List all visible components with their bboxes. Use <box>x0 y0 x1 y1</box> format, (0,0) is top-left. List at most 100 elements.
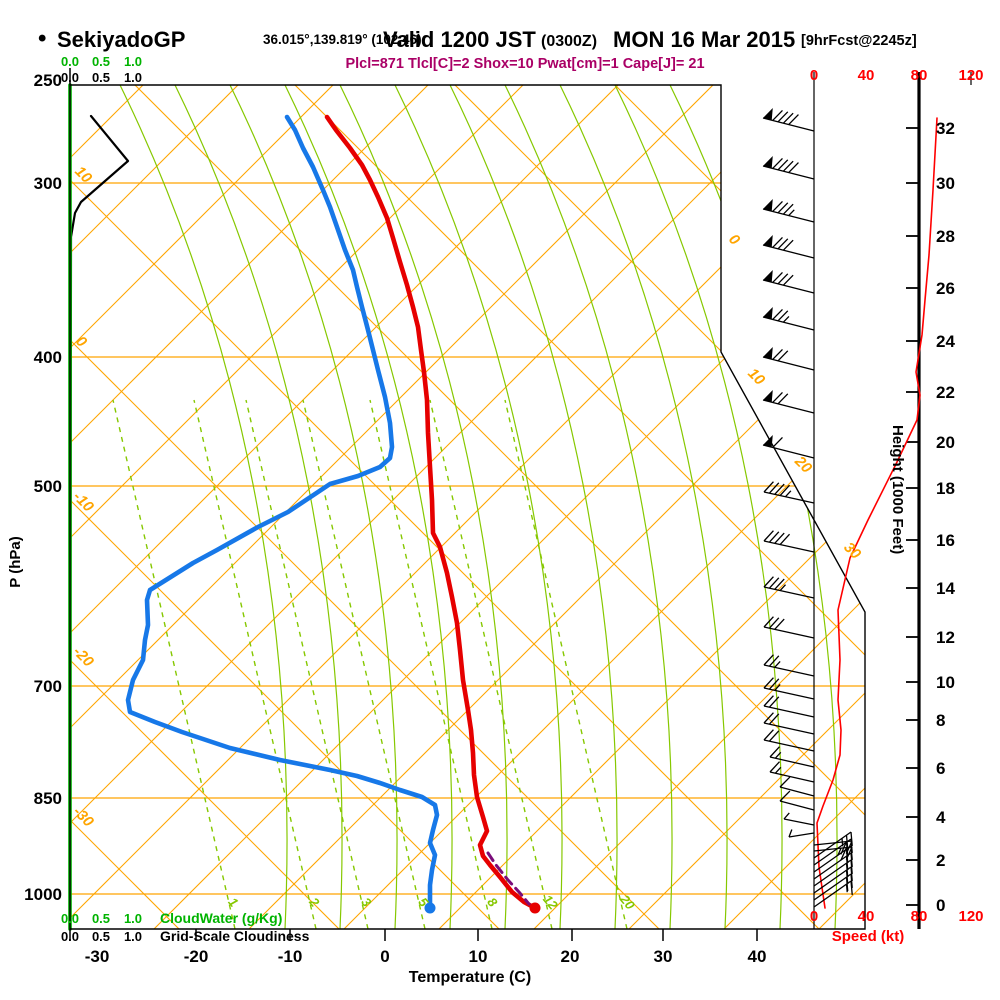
barb-full <box>782 239 794 251</box>
barb-pennant <box>763 389 773 403</box>
moist-adiabat-line <box>669 85 838 929</box>
barb-full <box>777 310 789 322</box>
barb-full <box>763 677 774 689</box>
barb-full <box>772 200 783 212</box>
mixing-ratio-value-label: 12 <box>540 892 561 913</box>
isotherm-line <box>343 85 865 929</box>
temperature-tick-label: 40 <box>748 947 767 966</box>
wind-speed-profile <box>816 117 938 909</box>
barb-staff <box>763 739 815 752</box>
cloudiness-scale-tick: 1.0 <box>124 70 142 85</box>
barb-full <box>772 348 783 360</box>
height-tick-label: 18 <box>936 479 955 498</box>
stability-parameters: Plcl=871 Tlcl[C]=2 Shox=10 Pwat[cm]=1 Ca… <box>345 56 704 72</box>
isotherm-line <box>818 85 865 929</box>
wind-barb <box>763 481 815 504</box>
barb-staff <box>762 117 815 132</box>
mixing-ratio-line <box>245 399 369 929</box>
wind-barb <box>763 729 815 752</box>
isotherm-value-label: 0 <box>72 333 90 351</box>
temperature-tick-label: -20 <box>184 947 209 966</box>
valid-time-utc: (0300Z) <box>541 33 597 50</box>
barb-full <box>763 695 774 707</box>
barb-staff <box>763 586 815 599</box>
temperature-curve <box>324 114 538 911</box>
barb-full <box>768 696 780 708</box>
dry-adiabat-line <box>429 85 865 929</box>
moist-adiabat-line <box>119 85 288 929</box>
wind-barbs <box>762 107 938 909</box>
barb-full <box>772 236 783 248</box>
barb-full <box>774 618 785 630</box>
barb-full <box>772 271 783 283</box>
station-name: SekiyadoGP <box>57 27 185 52</box>
barb-full <box>850 880 853 896</box>
height-tick-label: 8 <box>936 711 945 730</box>
barb-full <box>779 484 791 496</box>
temperature-tick-label: -10 <box>278 947 303 966</box>
wind-barb <box>763 712 815 735</box>
barb-full <box>763 530 774 542</box>
barb-staff <box>813 852 852 880</box>
barb-full <box>788 162 799 173</box>
barb-staff <box>763 705 815 718</box>
cloudiness-scale-tick: 0.5 <box>92 70 110 85</box>
cloudwater-scale-label: CloudWater (g/Kg) <box>160 910 282 926</box>
barb-staff <box>769 771 815 783</box>
barb-staff <box>762 165 815 180</box>
isotherm-line <box>70 85 834 929</box>
cloudiness-scale-tick: 0.0 <box>61 929 79 944</box>
wind-barb <box>762 107 815 132</box>
isotherm-line <box>533 85 865 929</box>
moist-adiabat-line <box>284 85 453 929</box>
isotherm-line <box>70 85 454 929</box>
barb-half <box>774 661 781 668</box>
wind-barb <box>763 616 815 639</box>
barb-staff <box>762 208 815 223</box>
isotherm-value-label: 20 <box>791 452 816 477</box>
barb-pennant <box>763 346 773 360</box>
barb-staff <box>813 873 852 901</box>
surface-temperature-dot <box>529 902 541 914</box>
barb-full <box>769 746 780 758</box>
barb-full <box>777 202 789 214</box>
isotherm-line <box>248 85 865 929</box>
barb-staff <box>763 626 815 639</box>
plot-border <box>69 84 866 930</box>
height-tick-label: 0 <box>936 896 945 915</box>
barb-half <box>845 884 848 893</box>
isotherm-value-label: 0 <box>725 231 743 249</box>
cloudiness-scale-label: Grid-Scale Cloudiness <box>160 928 310 944</box>
isotherm-value-label: 30 <box>840 539 864 563</box>
skewt-grid <box>70 85 865 929</box>
pressure-tick-label: 400 <box>34 348 62 367</box>
speed-tick-label: 40 <box>858 67 875 84</box>
wind-barb <box>769 761 815 783</box>
barb-full <box>782 203 794 215</box>
wind-barb <box>762 346 815 371</box>
wind-barb <box>762 306 815 331</box>
speed-tick-label: 120 <box>958 67 983 84</box>
height-tick-label: 26 <box>936 279 955 298</box>
height-tick-label: 22 <box>936 383 955 402</box>
barb-full <box>763 654 774 666</box>
barb-staff <box>762 244 815 259</box>
temperature-tick-label: 30 <box>654 947 673 966</box>
barb-full <box>769 761 780 773</box>
wind-barb <box>763 530 815 553</box>
barb-full <box>768 655 780 667</box>
speed-tick-label: 80 <box>911 908 928 925</box>
barb-staff <box>762 279 815 294</box>
height-tick-label: 2 <box>936 851 945 870</box>
height-tick-label: 14 <box>936 579 955 598</box>
height-tick-label: 16 <box>936 531 955 550</box>
barb-full <box>768 617 780 629</box>
barb-full <box>763 712 774 724</box>
barb-staff <box>763 664 815 677</box>
barb-full <box>774 578 785 590</box>
temperature-tick-label: -30 <box>85 947 110 966</box>
height-tick-label: 30 <box>936 174 955 193</box>
isotherm-value-label: -20 <box>70 643 98 671</box>
